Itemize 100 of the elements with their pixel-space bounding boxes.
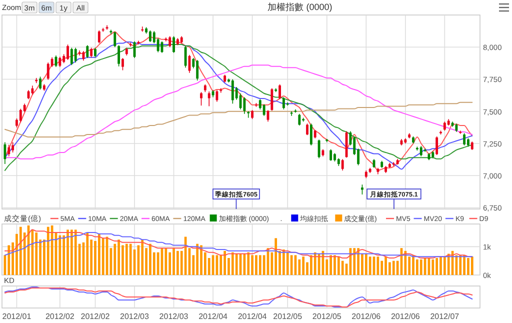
candlestick (298, 114, 301, 126)
bar (19, 226, 22, 275)
candlestick (310, 123, 312, 146)
bar (114, 244, 116, 275)
candlestick (114, 31, 116, 48)
bar (334, 255, 336, 275)
bar (286, 252, 289, 275)
bar (98, 234, 100, 275)
bar (282, 250, 285, 275)
bar (463, 255, 466, 275)
bar (298, 259, 301, 275)
candlestick (70, 47, 73, 66)
candlestick (424, 148, 426, 152)
bar (168, 252, 172, 275)
bar (392, 260, 395, 275)
x-tick-label: 2012/01 (2, 312, 32, 321)
bar (247, 252, 250, 275)
bar (416, 259, 418, 275)
bar (70, 230, 73, 275)
candlestick (243, 96, 246, 114)
bar (8, 245, 10, 275)
candlestick (39, 76, 42, 90)
chart-title: 加權指數 (0000) (268, 2, 332, 12)
candlestick (247, 110, 250, 118)
candlestick (148, 30, 152, 42)
bar (384, 256, 387, 275)
bar (436, 258, 438, 275)
bar (380, 260, 384, 275)
bar (357, 248, 360, 275)
candlestick (74, 47, 77, 63)
candlestick (341, 158, 344, 171)
x-tick-label: 2012/02 (80, 312, 110, 321)
candlestick (270, 88, 274, 112)
candlestick (8, 144, 10, 157)
x-tick-label: 2012/06 (352, 312, 382, 321)
candlestick (306, 123, 308, 136)
candlestick (231, 78, 234, 104)
bar (251, 255, 254, 275)
bar (172, 248, 175, 275)
x-tick-label: 2012/07 (430, 312, 460, 321)
bar (125, 244, 128, 275)
candlestick (58, 56, 62, 68)
candlestick (94, 47, 96, 58)
bar (314, 252, 316, 275)
bar (337, 256, 340, 275)
bar (467, 258, 470, 275)
x-tick-label: 2012/02 (45, 312, 75, 321)
bar (404, 250, 407, 275)
bar (58, 235, 62, 275)
line-series (4, 64, 473, 160)
bar (235, 254, 238, 275)
candlestick (19, 108, 22, 123)
bar (420, 259, 422, 275)
candlestick (436, 136, 438, 156)
candlestick (168, 36, 172, 48)
x-tick-label: 2012/05 (312, 312, 342, 321)
bar (35, 232, 38, 275)
candlestick (262, 104, 266, 116)
bar (231, 252, 234, 275)
candlestick (459, 130, 462, 134)
candlestick (118, 44, 120, 67)
bar (129, 244, 132, 275)
candlestick (196, 60, 199, 81)
bar (86, 232, 89, 275)
candlestick (361, 184, 364, 195)
candlestick (463, 132, 466, 146)
bar (440, 256, 442, 275)
bar (364, 254, 368, 275)
candlestick (66, 44, 69, 60)
bar (255, 255, 258, 275)
bar (74, 230, 77, 275)
candlestick (208, 91, 210, 107)
bar (258, 255, 262, 275)
bar (459, 255, 462, 275)
candlestick (141, 26, 144, 32)
bar (149, 244, 152, 275)
candlestick (46, 62, 50, 80)
bar (274, 238, 278, 275)
candlestick (216, 90, 218, 102)
bar (176, 250, 179, 275)
bar (200, 245, 202, 275)
bar (310, 255, 312, 275)
candlestick (12, 142, 14, 153)
candlestick (172, 36, 175, 54)
bar (376, 256, 380, 275)
candlestick (200, 92, 202, 106)
candlestick (282, 96, 285, 110)
bar (432, 259, 434, 275)
bar (330, 255, 332, 275)
candlestick (86, 44, 89, 58)
candlestick (184, 45, 187, 68)
x-tick-label: 2012/05 (273, 312, 303, 321)
x-tick-label: 2012/04 (198, 312, 228, 321)
candlestick (290, 110, 293, 116)
candlestick (220, 88, 222, 94)
candlestick (122, 58, 124, 71)
candlestick (420, 146, 422, 157)
bar (447, 254, 450, 275)
candlestick (278, 84, 281, 100)
bar (118, 240, 120, 275)
